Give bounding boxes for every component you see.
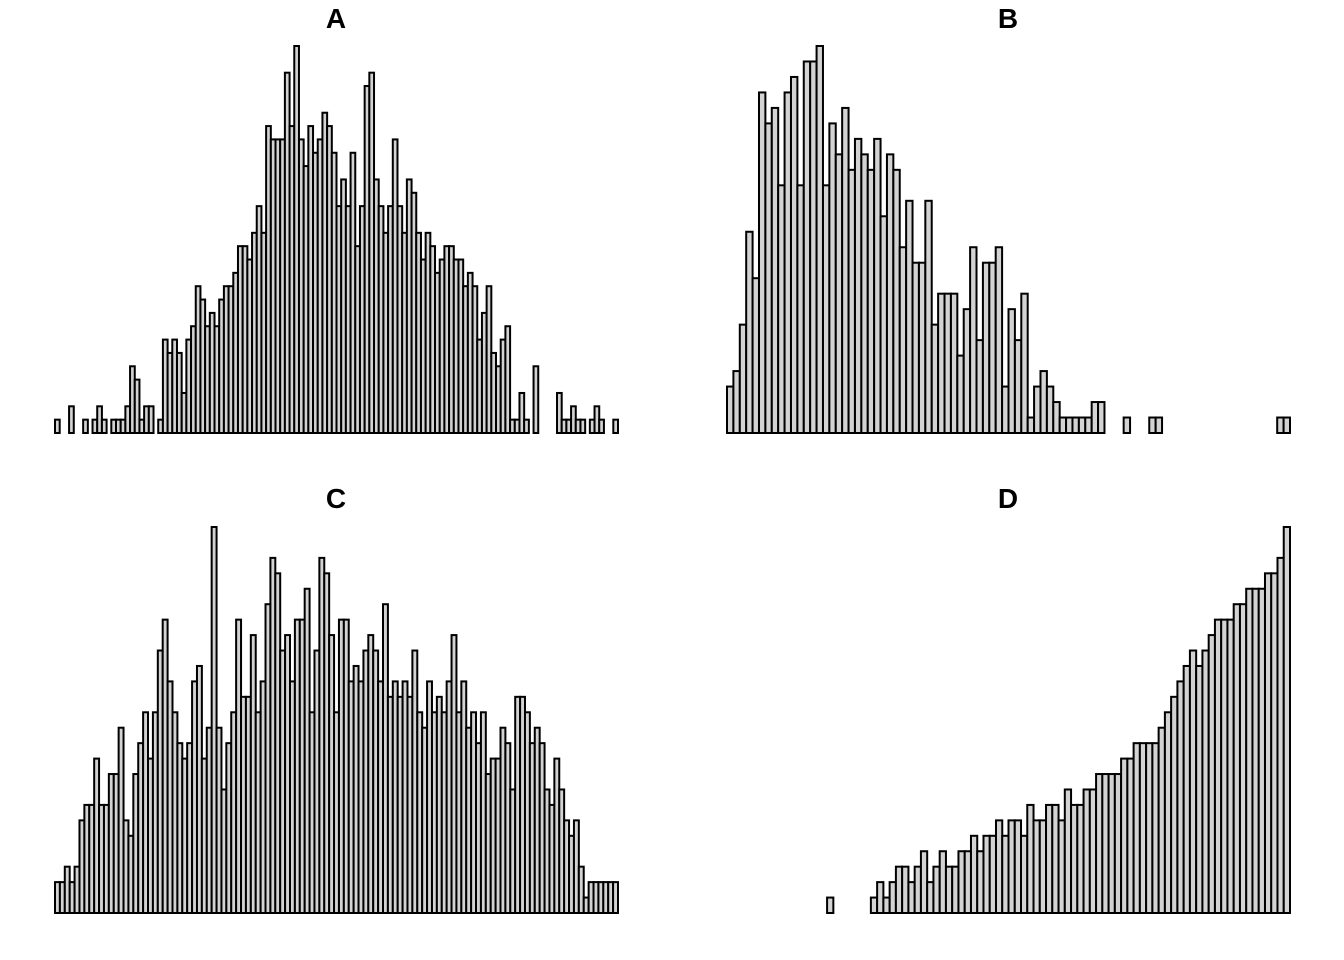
panel-a-bars xyxy=(54,45,619,435)
panel-b-bar xyxy=(1154,416,1164,434)
panel-a-title: A xyxy=(326,3,346,34)
panel-c-bar xyxy=(577,865,585,914)
panel-a-bar xyxy=(532,365,540,434)
panel-b-bar xyxy=(1097,401,1106,435)
panel-a-bar xyxy=(54,418,61,435)
panel-a-bar xyxy=(147,405,155,434)
panel-c-bars xyxy=(54,526,619,915)
panel-a-bar xyxy=(523,418,530,435)
panel-b-bars xyxy=(726,45,1291,435)
panel-b-bar xyxy=(1282,416,1291,434)
panel-b-bar xyxy=(1020,292,1029,434)
panel-a-bar xyxy=(133,378,141,434)
panel-a-bar xyxy=(518,391,526,434)
panel-d-bar xyxy=(826,896,835,914)
panel-a-bar xyxy=(100,418,108,435)
panel-b-bar xyxy=(1122,416,1132,434)
panel-d-bar xyxy=(1282,526,1291,914)
panel-c-bar xyxy=(612,881,619,914)
panel-c-title: C xyxy=(326,483,346,514)
panel-a-bar xyxy=(598,418,605,435)
panel-c-bar xyxy=(210,526,218,914)
histogram-panel-d: D xyxy=(826,483,1291,915)
panel-a-bar xyxy=(612,418,619,435)
histogram-panel-c: C xyxy=(54,483,619,915)
panel-a-bar xyxy=(68,405,75,434)
panel-a-bar xyxy=(504,325,512,434)
panel-a-bar xyxy=(82,418,89,435)
panel-d-title: D xyxy=(998,483,1018,514)
histogram-panel-a: A xyxy=(54,3,619,435)
panel-b-title: B xyxy=(998,3,1018,34)
panel-b-bar xyxy=(994,246,1004,434)
panel-b-bar xyxy=(924,199,933,434)
panel-a-bar xyxy=(579,418,587,435)
histogram-panel-b: B xyxy=(726,3,1291,435)
panel-d-bars xyxy=(826,526,1291,915)
panel-a-bar xyxy=(556,391,563,434)
